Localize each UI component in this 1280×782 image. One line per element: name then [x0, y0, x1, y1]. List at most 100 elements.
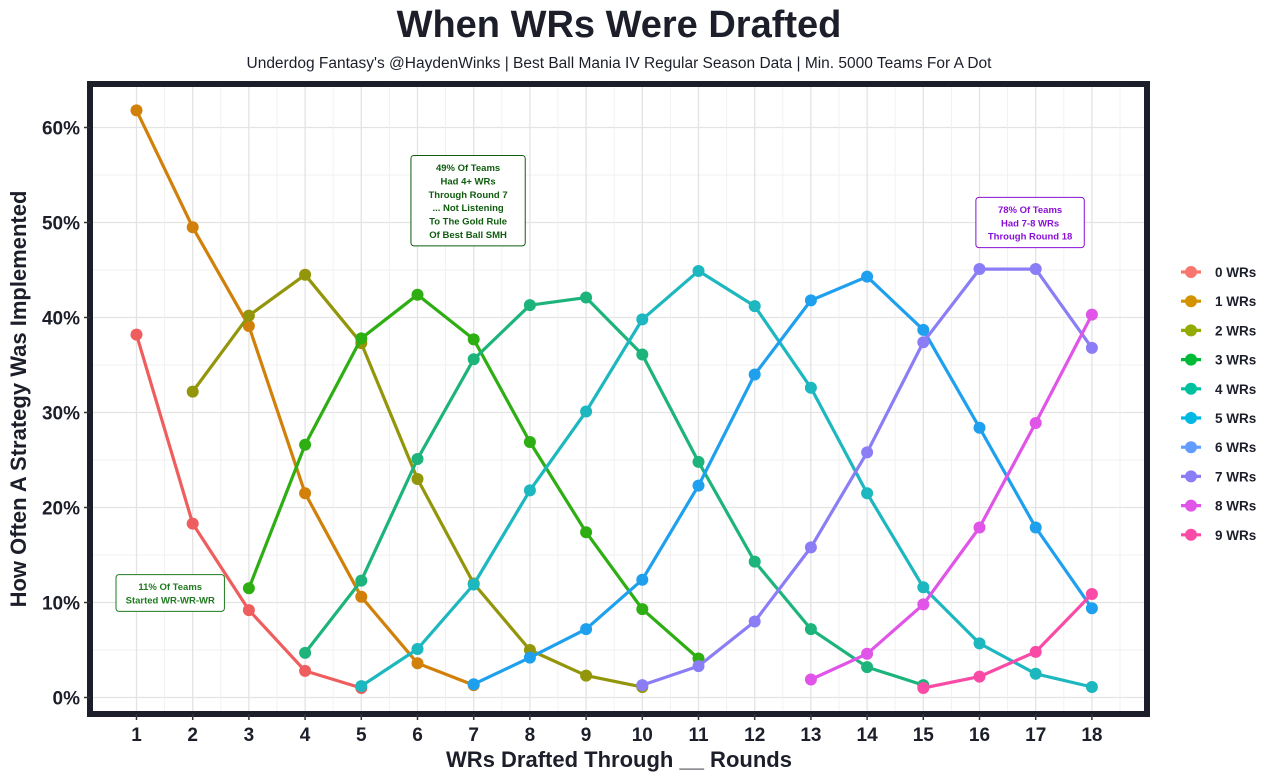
annotation-text: 78% Of Teams — [998, 205, 1062, 216]
data-point-4-wrs — [355, 574, 368, 587]
data-point-4-wrs — [861, 661, 874, 674]
annotation-box — [975, 196, 1085, 249]
series-line-9-wrs — [921, 592, 1094, 690]
data-point-5-wrs — [748, 300, 761, 313]
data-point-6-wrs — [1029, 521, 1042, 534]
legend-label: 1 WRs — [1215, 294, 1256, 309]
series-2-wrs — [186, 268, 649, 694]
x-tick-label: 14 — [857, 725, 879, 746]
data-point-5-wrs — [861, 487, 874, 500]
data-point-5-wrs — [355, 680, 368, 693]
data-point-7-wrs — [748, 615, 761, 628]
data-point-2-wrs — [580, 669, 593, 682]
x-tick-label: 18 — [1081, 725, 1102, 746]
annotation-text: 49% Of Teams — [436, 163, 500, 174]
data-point-6-wrs — [973, 421, 986, 434]
annotation-text: ... Not Listening — [432, 203, 503, 214]
legend: 0 WRs 1 WRs 2 WRs 3 WRs 4 WRs 5 WRs 6 WRs 7 WRs… — [1181, 265, 1256, 543]
data-point-9-wrs — [1085, 587, 1098, 600]
data-point-4-wrs — [804, 623, 817, 636]
x-axis-title: WRs Drafted Through __ Rounds — [446, 747, 792, 772]
data-point-1-wrs — [130, 104, 143, 117]
data-point-4-wrs — [636, 348, 649, 361]
data-point-4-wrs — [523, 299, 536, 312]
data-point-6-wrs — [748, 368, 761, 381]
data-point-1-wrs — [242, 320, 255, 333]
series-5-wrs — [355, 264, 1098, 694]
data-point-3-wrs — [411, 288, 424, 301]
data-point-4-wrs — [467, 353, 480, 366]
data-point-1-wrs — [186, 221, 199, 234]
x-tick-label: 2 — [187, 725, 198, 746]
data-point-5-wrs — [692, 264, 705, 277]
annotation-text: Started WR-WR-WR — [126, 596, 215, 607]
data-point-6-wrs — [580, 623, 593, 636]
data-point-3-wrs — [467, 333, 480, 346]
data-point-5-wrs — [523, 484, 536, 497]
y-tick-label: 60% — [42, 119, 80, 140]
legend-item-0-wrs: 0 WRs — [1181, 265, 1256, 280]
series-line-6-wrs — [472, 275, 1094, 686]
data-point-9-wrs — [1029, 645, 1042, 658]
data-point-3-wrs — [242, 582, 255, 595]
legend-key-dot — [1185, 470, 1197, 483]
data-point-6-wrs — [861, 270, 874, 283]
annotation-box — [410, 154, 526, 247]
y-tick-label: 40% — [42, 309, 80, 330]
series-layer — [130, 104, 1098, 694]
annotations: 11% Of Teams Started WR-WR-WR 49% Of Teams… — [115, 154, 1085, 612]
data-point-2-wrs — [411, 473, 424, 485]
legend-item-3-wrs: 3 WRs — [1181, 353, 1256, 368]
data-point-0-wrs — [130, 328, 143, 341]
legend-label: 3 WRs — [1215, 353, 1256, 368]
data-point-5-wrs — [1029, 667, 1042, 680]
data-point-8-wrs — [1029, 416, 1042, 429]
data-point-9-wrs — [917, 682, 930, 694]
data-point-8-wrs — [861, 647, 874, 660]
data-point-5-wrs — [917, 581, 930, 594]
x-tick-label: 11 — [688, 725, 709, 746]
series-3-wrs — [242, 288, 705, 665]
legend-key-dot — [1185, 528, 1197, 541]
data-point-4-wrs — [411, 453, 424, 466]
annotation-box — [115, 574, 225, 612]
data-point-6-wrs — [804, 294, 817, 307]
x-tick-label: 16 — [969, 725, 990, 746]
data-point-7-wrs — [1085, 341, 1098, 354]
grid — [93, 87, 1144, 711]
data-point-6-wrs — [467, 678, 480, 691]
data-point-6-wrs — [692, 479, 705, 492]
series-7-wrs — [636, 263, 1098, 692]
data-point-4-wrs — [299, 646, 312, 659]
data-point-8-wrs — [1085, 308, 1098, 321]
y-tick-label: 50% — [42, 214, 80, 235]
legend-item-4-wrs: 4 WRs — [1181, 382, 1256, 397]
data-point-3-wrs — [580, 526, 593, 539]
series-line-8-wrs — [809, 313, 1094, 682]
x-tick-label: 5 — [356, 725, 367, 746]
legend-item-7-wrs: 7 WRs — [1181, 469, 1256, 484]
x-tick-label: 9 — [581, 725, 592, 746]
data-point-3-wrs — [355, 332, 368, 345]
annotation-text: Had 4+ WRs — [440, 176, 495, 187]
legend-label: 0 WRs — [1215, 265, 1256, 280]
data-point-5-wrs — [804, 381, 817, 394]
data-point-4-wrs — [748, 555, 761, 568]
data-point-6-wrs — [917, 323, 930, 336]
data-point-9-wrs — [973, 670, 986, 683]
data-point-5-wrs — [636, 313, 649, 326]
y-tick-label: 20% — [42, 499, 80, 520]
y-axis: 0% 10% 20% 30% 40% 50% 60% — [42, 119, 90, 710]
y-tick-label: 30% — [42, 404, 80, 425]
plot-panel — [90, 84, 1147, 714]
x-tick-label: 8 — [525, 725, 536, 746]
legend-item-8-wrs: 8 WRs — [1181, 499, 1256, 514]
data-point-7-wrs — [692, 660, 705, 673]
chart-subtitle: Underdog Fantasy's @HaydenWinks | Best B… — [247, 55, 993, 72]
legend-key-dot — [1185, 324, 1197, 337]
legend-key-dot — [1185, 412, 1197, 424]
x-tick-label: 12 — [744, 725, 765, 746]
data-point-7-wrs — [1029, 263, 1042, 276]
legend-item-1-wrs: 1 WRs — [1181, 294, 1256, 309]
